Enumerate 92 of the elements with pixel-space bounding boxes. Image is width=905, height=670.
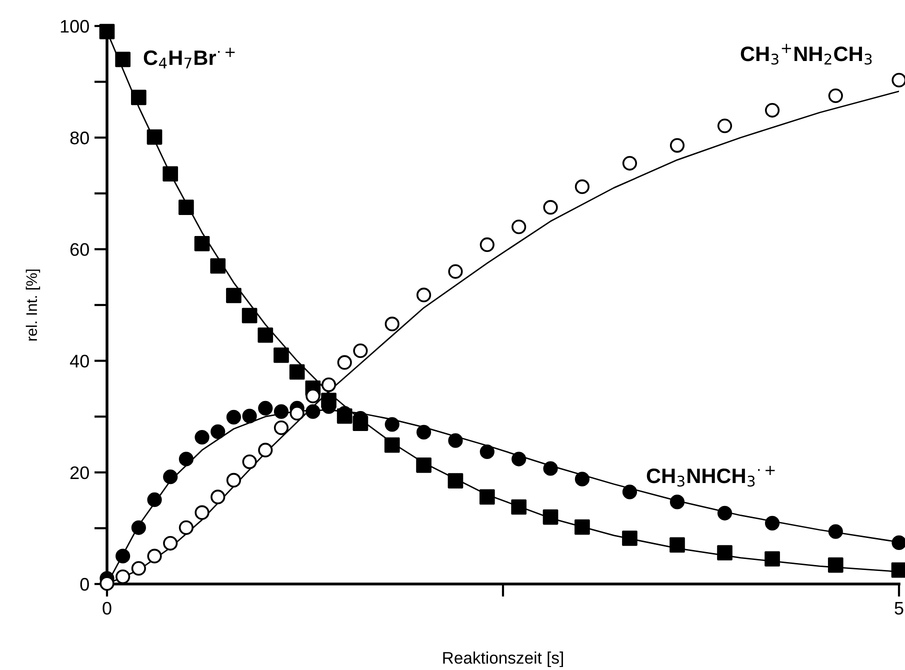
point xyxy=(574,179,590,194)
point xyxy=(828,524,843,539)
point xyxy=(622,530,638,546)
point xyxy=(131,561,146,576)
point xyxy=(717,545,732,560)
y-tick-label: 80 xyxy=(70,132,89,144)
point xyxy=(162,166,178,182)
point xyxy=(479,489,495,505)
point xyxy=(353,343,368,358)
point xyxy=(384,437,400,453)
point xyxy=(543,200,558,215)
point xyxy=(670,494,685,510)
point xyxy=(622,484,638,500)
point xyxy=(764,102,780,118)
point xyxy=(448,433,463,448)
point xyxy=(178,452,194,466)
point xyxy=(289,364,305,380)
point xyxy=(622,156,638,171)
point xyxy=(828,88,843,104)
point xyxy=(210,424,226,439)
x-tick-label: 5 xyxy=(894,602,904,615)
y-tick-label: 60 xyxy=(70,243,89,256)
point xyxy=(210,490,226,504)
point xyxy=(242,308,258,324)
point xyxy=(115,52,131,68)
point xyxy=(194,505,210,520)
point xyxy=(828,557,844,573)
point xyxy=(448,473,464,488)
point xyxy=(274,348,289,363)
point xyxy=(226,472,242,488)
point xyxy=(163,470,178,484)
y-tick-label: 20 xyxy=(70,466,89,480)
point xyxy=(194,430,210,445)
point xyxy=(542,509,558,525)
point xyxy=(178,520,194,535)
y-tick-label: 0 xyxy=(80,578,89,591)
point xyxy=(574,519,590,535)
point xyxy=(146,129,162,145)
point xyxy=(258,327,274,343)
y-tick-label: 100 xyxy=(60,20,89,33)
point xyxy=(384,316,400,332)
point xyxy=(274,404,289,419)
y-axis-title: rel. Int. [%] xyxy=(26,270,40,340)
point xyxy=(147,548,162,564)
point xyxy=(480,444,494,460)
point xyxy=(210,258,226,274)
point xyxy=(512,220,526,234)
point xyxy=(178,200,194,216)
point xyxy=(258,442,273,458)
point xyxy=(416,288,432,302)
point xyxy=(99,24,115,40)
point xyxy=(337,355,352,370)
y-tick-label: 40 xyxy=(70,354,89,368)
point xyxy=(670,138,685,153)
point xyxy=(448,264,463,279)
point xyxy=(306,404,320,419)
point xyxy=(226,410,242,424)
point xyxy=(892,72,905,88)
point xyxy=(290,406,304,421)
point xyxy=(574,472,590,486)
point xyxy=(512,452,526,466)
x-axis-title: Reaktionszeit [s] xyxy=(443,652,563,668)
point xyxy=(242,454,257,470)
point xyxy=(717,506,732,520)
point xyxy=(194,236,210,252)
point xyxy=(764,551,780,567)
annotation: CH$_{3}$$^{+}$NH$_{2}$CH$_{3}$ xyxy=(740,44,872,65)
point xyxy=(100,576,114,591)
point xyxy=(274,420,289,436)
annotation: CH$_{3}$NHCH$_{3}$$^{·+}$ xyxy=(646,466,775,487)
point xyxy=(670,537,685,553)
point xyxy=(258,400,273,416)
point xyxy=(242,408,257,424)
annotation: C$_{4}$H$_{7}$Br$^{·+}$ xyxy=(144,48,235,68)
point xyxy=(480,237,494,252)
point xyxy=(147,492,162,508)
point xyxy=(131,90,146,106)
point xyxy=(321,377,336,392)
point xyxy=(163,536,178,551)
point xyxy=(226,288,242,304)
point xyxy=(416,457,432,473)
point xyxy=(416,424,432,440)
point xyxy=(764,516,780,530)
point xyxy=(116,569,130,584)
point xyxy=(116,548,130,564)
point xyxy=(717,118,732,134)
point xyxy=(384,417,400,432)
point xyxy=(892,535,905,550)
point xyxy=(511,499,527,515)
point xyxy=(131,520,146,535)
point xyxy=(306,388,320,404)
point xyxy=(543,461,558,476)
